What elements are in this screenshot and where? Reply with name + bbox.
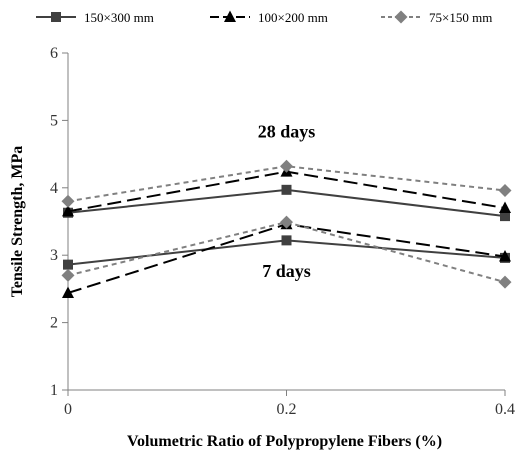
y-axis-title: Tensile Strength, MPa	[9, 146, 26, 298]
legend-label: 75×150 mm	[429, 10, 492, 25]
series-layer	[61, 159, 512, 298]
legend-marker	[51, 12, 61, 22]
data-point	[498, 183, 512, 197]
legend: 150×300 mm 100×200 mm 75×150 mm	[36, 10, 492, 25]
data-point	[281, 184, 292, 195]
x-axis-title: Volumetric Ratio of Polypropylene Fibers…	[127, 433, 442, 450]
data-point	[499, 201, 511, 214]
series-28-days-0	[63, 184, 510, 222]
data-point	[62, 204, 74, 217]
series-7-days-5	[61, 215, 512, 289]
y-tick-label: 3	[50, 247, 58, 264]
data-point	[500, 211, 510, 222]
annotation-layer: 28 days 7 days	[258, 121, 316, 281]
x-axis-ticks: 0 0.2 0.4	[64, 390, 515, 418]
legend-marker	[394, 10, 408, 24]
data-point	[61, 268, 75, 282]
data-point	[280, 215, 293, 229]
x-tick-label: 0.4	[495, 401, 515, 418]
y-tick-label: 1	[50, 382, 58, 399]
annotation-label: 28 days	[258, 121, 316, 141]
legend-label: 100×200 mm	[258, 10, 328, 25]
y-tick-label: 2	[50, 315, 58, 332]
data-point	[499, 250, 511, 262]
y-tick-label: 6	[50, 45, 58, 62]
data-point	[61, 194, 75, 208]
x-tick-label: 0.2	[277, 401, 297, 418]
data-point	[63, 259, 73, 270]
y-tick-label: 4	[50, 180, 58, 197]
data-point	[281, 235, 292, 246]
data-point	[280, 159, 293, 173]
data-point	[498, 275, 512, 289]
series-28-days-2	[61, 159, 512, 208]
legend-item: 75×150 mm	[381, 10, 492, 25]
y-axis-ticks: 1 2 3 4 5 6	[50, 45, 68, 399]
series-line	[67, 221, 506, 284]
series-line	[67, 165, 506, 203]
x-tick-label: 0	[64, 401, 72, 418]
data-point	[62, 286, 74, 298]
plot-area: 1 2 3 4 5 6 0 0.2 0.4 28 days 7 days	[50, 45, 515, 418]
annotation-label: 7 days	[262, 261, 311, 281]
y-tick-label: 5	[50, 112, 58, 129]
legend-label: 150×300 mm	[84, 10, 154, 25]
legend-item: 150×300 mm	[36, 10, 154, 25]
legend-item: 100×200 mm	[210, 10, 328, 25]
legend-marker	[224, 10, 236, 22]
